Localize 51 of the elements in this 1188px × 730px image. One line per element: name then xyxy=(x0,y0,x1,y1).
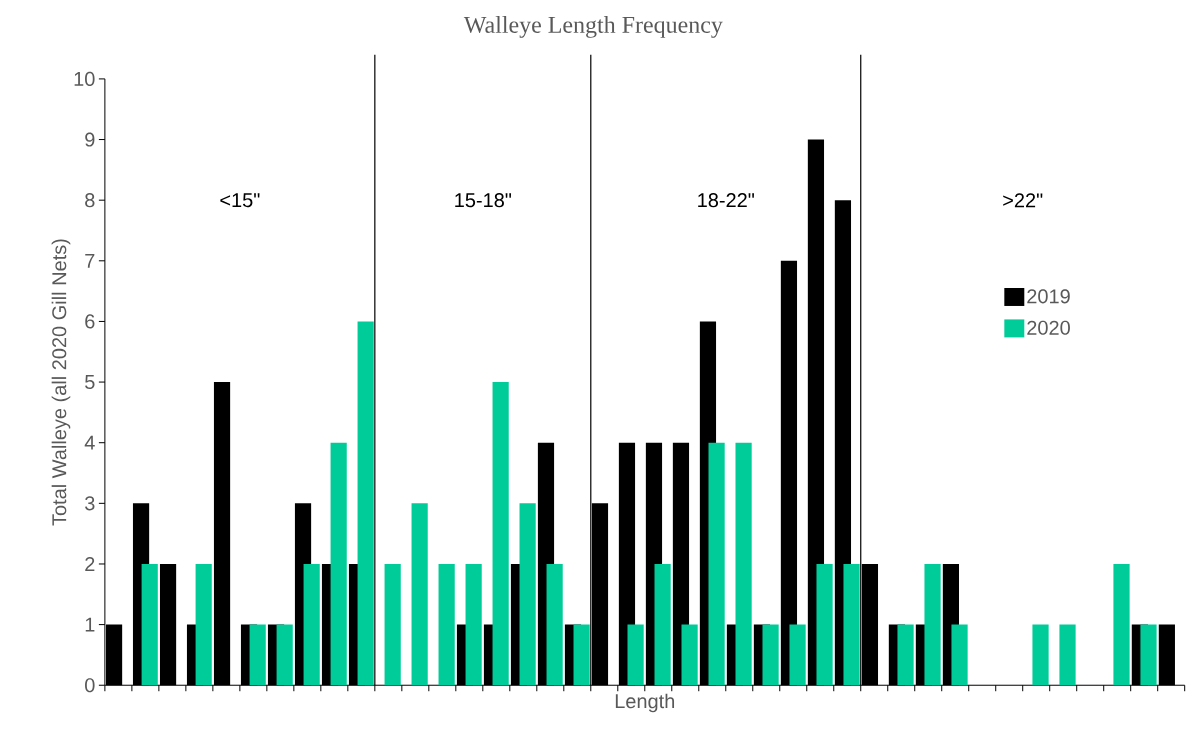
y-axis-title: Total Walleye (all 2020 Gill Nets) xyxy=(51,239,71,526)
bar xyxy=(276,624,293,686)
bar xyxy=(789,624,806,686)
y-tick-label: 2 xyxy=(85,556,95,571)
bar xyxy=(249,624,266,686)
bar xyxy=(384,563,401,686)
bar xyxy=(465,563,482,686)
bar xyxy=(195,563,212,686)
y-tick-label: 6 xyxy=(85,314,95,329)
y-tick-label: 0 xyxy=(85,678,95,693)
bar xyxy=(897,624,914,686)
y-tick-label: 9 xyxy=(85,132,95,147)
bar xyxy=(357,321,374,686)
y-tick-label: 8 xyxy=(85,193,95,208)
bar xyxy=(627,624,644,686)
y-tick-label: 5 xyxy=(85,375,95,389)
y-tick-label: 1 xyxy=(85,617,95,632)
bar xyxy=(951,624,968,686)
y-tick-label: 7 xyxy=(85,253,95,268)
x-axis-title: Length xyxy=(615,693,675,713)
bar xyxy=(546,563,563,686)
y-tick-label: 3 xyxy=(85,496,95,511)
chart-title: Walleye Length Frequency xyxy=(463,15,723,38)
y-tick-label: 10 xyxy=(74,71,95,86)
bar xyxy=(843,563,860,686)
bar xyxy=(573,624,590,686)
bar xyxy=(1140,624,1157,686)
bar xyxy=(681,624,698,686)
bar xyxy=(519,503,536,686)
bar xyxy=(762,624,779,686)
bar xyxy=(1059,624,1076,686)
bar xyxy=(492,381,509,686)
bar xyxy=(1113,563,1130,686)
bar xyxy=(303,563,320,686)
annotation: >22" xyxy=(1003,193,1043,208)
bar xyxy=(411,503,428,686)
legend-label: 2020 xyxy=(1027,320,1070,335)
bar xyxy=(654,563,671,686)
bar xyxy=(816,563,833,686)
bar xyxy=(330,442,347,686)
legend-label: 2019 xyxy=(1027,289,1070,304)
annotation: 18-22" xyxy=(698,193,754,208)
y-tick-label: 4 xyxy=(84,435,95,450)
bar xyxy=(924,563,941,686)
annotation: <15" xyxy=(220,193,260,208)
bar xyxy=(708,442,725,686)
bar xyxy=(1032,624,1049,686)
bar xyxy=(438,563,455,686)
bar xyxy=(735,442,752,686)
bar xyxy=(141,563,158,686)
annotation: 15-18" xyxy=(455,193,512,208)
